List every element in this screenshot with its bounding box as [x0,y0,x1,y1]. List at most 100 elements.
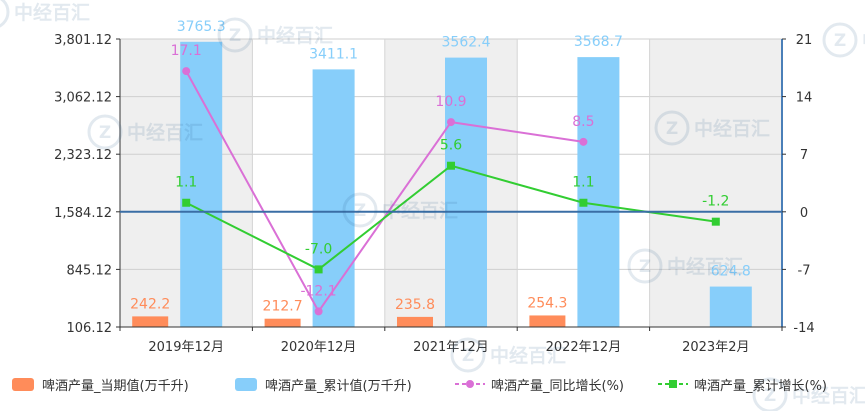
watermark-mark: Z [834,31,846,51]
y-right-tick-label: -14 [793,321,814,336]
data-label-cumulative: 3411.1 [309,46,358,62]
watermark-text: 中经百汇 [490,344,566,367]
watermark-text: 中经百汇 [862,29,865,52]
watermark-logo: Z 中经百汇 [822,22,865,58]
y-left-tick-label: 3,062.12 [54,91,112,106]
point-yoy [447,118,455,127]
watermark-ring [217,17,253,53]
watermark-text: 中经百汇 [127,121,203,144]
watermark-mark: Z [639,257,651,277]
watermark-ring [752,377,788,411]
y-right-tick-label: 7 [800,148,808,163]
watermark-logo: Z 中经百汇 [450,337,566,373]
data-label-cumulative: 3765.3 [177,19,226,35]
x-tick-label: 2021年12月 [413,340,489,355]
point-cum-growth [314,265,323,274]
point-yoy [182,67,191,76]
watermark-text: 中经百汇 [257,24,333,47]
y-right-tick-label: 14 [796,91,813,106]
data-label-yoy: -12.1 [300,283,336,299]
watermark-text: 中经百汇 [14,1,90,24]
x-tick-label: 2022年12月 [546,340,622,355]
legend-swatch-current [12,377,34,391]
watermark-logo: Z 中经百汇 [87,114,203,150]
data-label-cum-growth: -7.0 [305,241,332,257]
y-right-tick-label: -7 [798,263,811,278]
bar-current [529,315,566,327]
watermark-text: 中经百汇 [792,384,865,407]
bar-cumulative [445,57,487,327]
plot-band [649,39,782,327]
data-label-cumulative: 3562.4 [442,35,491,51]
bar-current [397,316,433,327]
x-tick-label: 2023年2月 [682,340,749,355]
legend-item-cumulative[interactable]: 啤酒产量_累计值(万千升) [235,372,412,396]
y-right-tick-label: 0 [800,206,808,221]
watermark-mark: Z [462,346,474,366]
data-label-cum-growth: -1.2 [702,194,729,210]
legend-item-yoy[interactable]: 啤酒产量_同比增长(%) [455,372,624,396]
legend-swatch-cum-growth [658,380,688,388]
legend-label-cum-growth: 啤酒产量_累计增长(%) [694,378,827,394]
watermark-text: 中经百汇 [667,255,743,278]
y-left-tick-label: 2,323.12 [54,148,112,163]
data-label-cumulative: 3568.7 [574,34,623,50]
y-left-tick-label: 3,801.12 [54,33,112,48]
watermark-ring [627,248,663,284]
watermark-text: 中经百汇 [382,199,458,222]
y-left-tick-label: 106.12 [67,321,113,336]
bar-cumulative [312,69,355,328]
data-label-cum-growth: 5.6 [440,138,462,154]
data-label-cum-growth: 1.1 [572,175,594,191]
bar-current [132,316,169,327]
watermark-ring [654,110,690,146]
data-label-yoy: 17.1 [171,43,202,59]
watermark-logo: Z 中经百汇 [342,192,458,228]
point-cum-growth [182,198,191,207]
y-left-tick-label: 1,584.12 [54,206,112,221]
watermark-ring [822,22,858,58]
point-cum-growth [447,161,455,170]
bar-cumulative [577,57,620,328]
watermark-mark: Z [666,119,678,139]
data-label-current: 212.7 [263,299,303,315]
bar-cumulative [709,286,752,327]
data-label-current: 254.3 [527,295,567,311]
watermark-logo: Z 中经百汇 [627,248,743,284]
data-label-current: 235.8 [395,297,435,313]
watermark-ring [87,114,123,150]
bar-current [264,318,301,327]
x-tick-label: 2020年12月 [281,340,357,355]
data-label-cum-growth: 1.1 [175,175,197,191]
data-label-yoy: 10.9 [435,94,466,110]
watermark-ring [342,192,378,228]
watermark-logo: Z 中经百汇 [217,17,333,53]
point-cum-growth [579,198,588,207]
legend-swatch-cumulative [235,377,257,391]
point-yoy [314,307,323,316]
watermark-mark: Z [764,386,776,406]
legend-item-cum-growth[interactable]: 啤酒产量_累计增长(%) [658,372,827,396]
watermark-ring [450,337,486,373]
data-label-current: 242.2 [130,296,170,312]
watermark-mark: Z [99,123,111,143]
y-left-tick-label: 845.12 [67,263,113,278]
y-right-tick-label: 21 [796,33,813,48]
watermark-mark: Z [354,201,366,221]
point-cum-growth [711,217,720,226]
watermark-mark: Z [229,26,241,46]
legend-label-cumulative: 啤酒产量_累计值(万千升) [265,378,412,394]
watermark-logo: Z 中经百汇 [752,377,865,411]
point-yoy [579,137,588,146]
legend-item-current[interactable]: 啤酒产量_当期值(万千升) [12,372,189,396]
data-label-cumulative: 624.8 [711,264,751,280]
legend-swatch-yoy [455,380,485,388]
bar-cumulative [180,41,223,327]
data-label-yoy: 8.5 [572,114,594,130]
watermark-ring [0,0,10,28]
x-tick-label: 2019年12月 [148,340,224,355]
legend-label-yoy: 啤酒产量_同比增长(%) [491,378,624,394]
